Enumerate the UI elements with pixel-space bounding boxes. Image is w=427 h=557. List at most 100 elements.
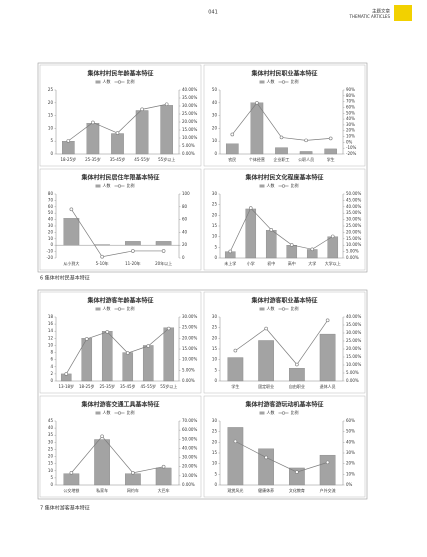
legend-swatch xyxy=(259,184,265,188)
y-tick-label: 10 xyxy=(212,461,218,466)
x-tick-label: 从小到大 xyxy=(63,260,79,266)
line-marker xyxy=(248,206,253,210)
line-marker xyxy=(66,139,71,143)
bar xyxy=(155,467,172,486)
y2-tick-label: 20% xyxy=(346,128,355,133)
line xyxy=(71,209,164,258)
legend-label: 比例 xyxy=(291,409,299,415)
x-tick-label: 18-25岁 xyxy=(60,156,76,162)
line-marker xyxy=(64,372,69,376)
y2-tick-label: 40.00% xyxy=(182,445,197,450)
y-tick-label: 14 xyxy=(48,328,54,333)
y-tick-label: 20 xyxy=(48,229,54,234)
line-marker xyxy=(295,362,299,367)
line-marker xyxy=(269,228,274,232)
y2-tick-label: 50% xyxy=(346,429,355,434)
y-tick-label: 0 xyxy=(214,255,217,260)
legend-label: 人数 xyxy=(103,305,111,311)
y2-tick-label: 70% xyxy=(346,99,355,104)
y-tick-label: 25 xyxy=(48,87,54,92)
y-tick-label: 70 xyxy=(48,197,54,202)
y2-tick-label: 20.00% xyxy=(182,119,197,124)
y2-tick-label: 35.00% xyxy=(182,95,197,100)
legend-label: 比例 xyxy=(291,305,299,311)
y2-tick-label: 40.00% xyxy=(346,204,361,209)
legend-swatch xyxy=(281,307,286,311)
line-marker xyxy=(304,138,308,143)
x-tick-label: 网约车 xyxy=(127,487,139,493)
line-marker xyxy=(69,207,74,212)
y2-tick-label: 60% xyxy=(346,104,355,109)
bar xyxy=(327,236,339,259)
y2-tick-label: 30.00% xyxy=(182,103,197,108)
chart-title: 集体村游客年龄基本特征 xyxy=(86,297,153,305)
y2-tick-label: 0.00% xyxy=(346,255,359,260)
line-marker xyxy=(166,326,171,331)
y-tick-label: 30 xyxy=(212,314,218,319)
y-tick-label: 30 xyxy=(212,113,218,118)
line-marker xyxy=(279,135,284,140)
legend-swatch xyxy=(117,184,122,188)
line-marker xyxy=(131,471,135,475)
bar xyxy=(250,102,264,155)
x-tick-label: 私家车 xyxy=(96,487,108,493)
legend-swatch xyxy=(95,307,101,311)
y2-tick-label: 80 xyxy=(182,204,188,209)
y2-tick-label: 0 xyxy=(182,255,185,260)
y2-tick-label: 45.00% xyxy=(346,197,361,202)
line-marker xyxy=(289,243,294,247)
y-tick-label: 25 xyxy=(212,325,218,330)
x-tick-label: 11-20年 xyxy=(125,260,141,266)
y-tick-label: 6 xyxy=(50,357,53,362)
line-marker xyxy=(255,101,259,105)
x-tick-label: 未上学 xyxy=(224,260,236,266)
line-marker xyxy=(100,254,104,259)
y-tick-label: -20 xyxy=(46,255,53,260)
x-tick-label: 大学以上 xyxy=(325,260,341,266)
section-title: 主题文章 xyxy=(372,8,390,15)
y-tick-label: 5 xyxy=(50,138,53,143)
y-tick-label: 50 xyxy=(212,87,218,92)
x-tick-label: 20年以上 xyxy=(155,260,172,266)
x-tick-label: 个体经营 xyxy=(249,156,265,162)
y2-tick-label: 20 xyxy=(182,242,188,247)
y2-tick-label: 40 xyxy=(182,229,188,234)
line-marker xyxy=(228,249,233,254)
bar xyxy=(275,147,288,155)
y-tick-label: 40 xyxy=(48,217,54,222)
legend-label: 比例 xyxy=(291,182,299,188)
line-marker xyxy=(91,120,95,125)
y-tick-label: 16 xyxy=(48,321,54,326)
y2-tick-label: 40% xyxy=(346,116,355,121)
x-tick-label: 大学 xyxy=(308,260,316,266)
bar xyxy=(94,244,110,246)
y2-tick-label: 0% xyxy=(346,482,353,487)
bar xyxy=(122,352,134,382)
chart-title: 集体村游客交通工具基本特征 xyxy=(80,401,159,409)
bar xyxy=(101,331,113,382)
bar xyxy=(289,467,305,486)
y2-tick-label: 40.00% xyxy=(182,87,197,92)
line-marker xyxy=(264,455,268,460)
y2-tick-label: 20.00% xyxy=(346,229,361,234)
line-marker xyxy=(325,460,330,465)
y2-tick-label: 5.00% xyxy=(346,249,359,254)
bar xyxy=(258,340,274,382)
bar xyxy=(142,345,154,382)
y-tick-label: 18 xyxy=(48,314,54,319)
y-tick-label: 10 xyxy=(212,138,218,143)
x-tick-label: 5-10年 xyxy=(96,260,109,266)
x-tick-label: 高中 xyxy=(288,260,296,266)
y-tick-label: 60 xyxy=(48,204,54,209)
y-tick-label: 0 xyxy=(50,151,53,156)
legend-label: 比例 xyxy=(127,78,135,84)
x-tick-label: 健康休养 xyxy=(258,487,274,493)
y-tick-label: 0 xyxy=(214,378,217,383)
bar xyxy=(324,148,337,155)
line-marker xyxy=(295,470,299,474)
bar xyxy=(225,143,239,155)
y-tick-label: 0 xyxy=(214,151,217,156)
y2-tick-label: 20.00% xyxy=(346,346,361,351)
y2-tick-label: -10% xyxy=(346,145,357,150)
